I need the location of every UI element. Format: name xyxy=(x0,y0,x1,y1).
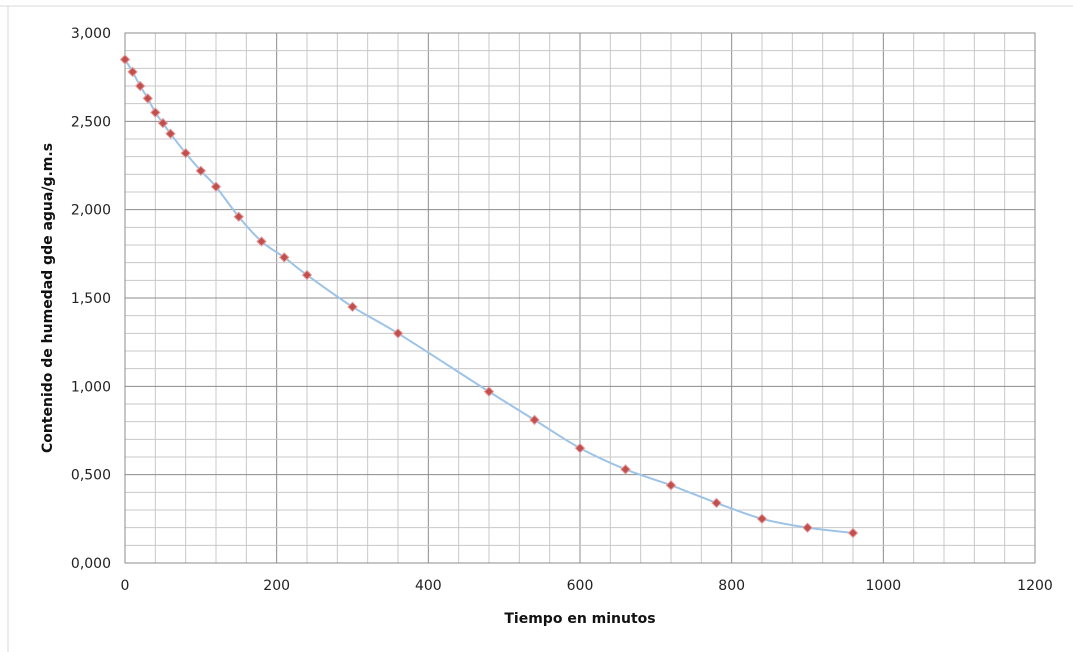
y-tick-label: 3,000 xyxy=(71,26,111,42)
data-point xyxy=(150,107,161,118)
data-point xyxy=(180,147,191,159)
x-tick-label: 1000 xyxy=(866,578,902,594)
data-point xyxy=(157,117,169,129)
data-point xyxy=(620,464,631,475)
x-tick-label: 600 xyxy=(567,578,594,594)
data-point xyxy=(134,80,146,92)
x-tick-label: 400 xyxy=(415,578,442,594)
series-markers xyxy=(119,54,859,539)
x-axis-title: Tiempo en minutos xyxy=(504,611,655,627)
y-tick-label: 1,500 xyxy=(71,291,111,307)
x-tick-label: 0 xyxy=(121,578,130,594)
x-tick-label: 200 xyxy=(263,578,290,594)
y-tick-label: 2,500 xyxy=(71,114,111,130)
data-point xyxy=(233,211,244,222)
data-point xyxy=(574,442,586,454)
x-axis-ticks: 0 200 400 600 800 1000 1200 xyxy=(121,578,1053,594)
y-tick-label: 0,000 xyxy=(71,556,111,572)
data-point xyxy=(142,93,153,104)
x-tick-label: 1200 xyxy=(1017,578,1053,594)
data-point xyxy=(347,301,358,313)
y-tick-label: 1,000 xyxy=(71,379,111,395)
data-point xyxy=(165,128,176,139)
data-point xyxy=(195,165,207,177)
data-point xyxy=(802,522,813,533)
grid-lines xyxy=(125,33,1035,563)
data-point xyxy=(279,252,290,263)
y-tick-label: 0,500 xyxy=(71,468,111,484)
y-axis-ticks: 0,000 0,500 1,000 1,500 2,000 2,500 3,000 xyxy=(71,26,111,572)
y-axis-title: Contenido de humedad gde agua/g.m.s xyxy=(40,143,56,453)
data-point xyxy=(127,66,138,78)
plot-area-border xyxy=(124,32,1036,564)
y-tick-label: 2,000 xyxy=(71,203,111,219)
data-point xyxy=(665,480,677,491)
data-point xyxy=(711,497,722,509)
data-point xyxy=(483,386,495,397)
data-point xyxy=(756,513,768,525)
data-point xyxy=(529,414,540,426)
data-point xyxy=(847,527,859,539)
data-point xyxy=(210,181,222,192)
data-point xyxy=(392,328,404,339)
x-tick-label: 800 xyxy=(718,578,745,594)
data-point xyxy=(256,236,267,247)
data-point xyxy=(301,269,313,281)
data-point xyxy=(119,54,131,65)
